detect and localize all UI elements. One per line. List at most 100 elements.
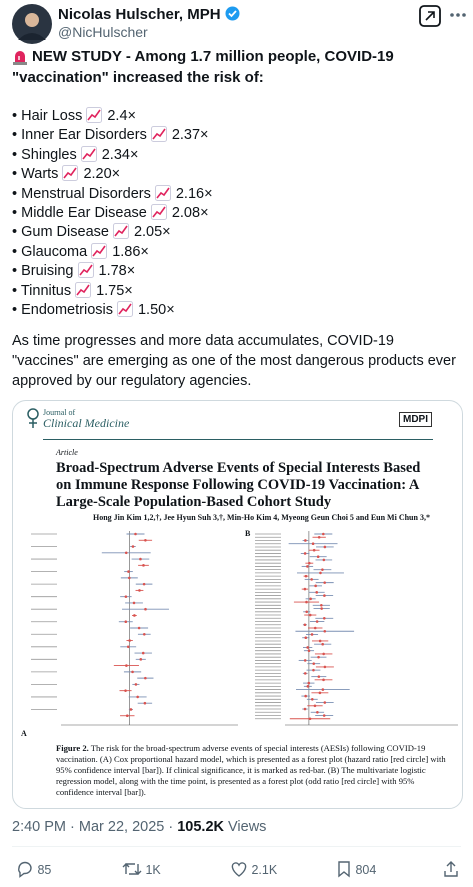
plot-point	[306, 646, 309, 649]
risk-label: Glaucoma	[21, 243, 88, 260]
plot-point	[309, 597, 312, 601]
risk-item: • Warts 2.20×	[12, 165, 121, 183]
plot-point	[143, 701, 147, 705]
plot-point	[308, 561, 311, 565]
risk-label: Tinnitus	[20, 282, 72, 299]
risk-item: • Bruising 1.78×	[12, 262, 136, 280]
reply-count: 85	[37, 863, 52, 877]
siren-emoji	[13, 51, 27, 65]
reply-button[interactable]: 85	[16, 860, 51, 878]
plot-point	[308, 613, 312, 617]
plot-point	[134, 532, 137, 536]
like-count: 2.1K	[251, 863, 278, 877]
share-button[interactable]	[442, 860, 460, 878]
plot-point	[144, 676, 147, 680]
chart-emoji	[91, 242, 108, 259]
tweet-paragraph: As time progresses and more data accumul…	[12, 333, 456, 389]
plot-point	[306, 565, 309, 568]
plot-point	[303, 659, 307, 662]
plot-point	[320, 604, 323, 607]
risk-label: Menstrual Disorders	[21, 185, 151, 202]
more-button[interactable]	[449, 12, 467, 18]
display-name[interactable]: Nicolas Hulscher, MPH	[58, 6, 240, 23]
like-button[interactable]: 2.1K	[230, 860, 277, 878]
risk-value: 1.86×	[112, 243, 149, 260]
plot-point	[125, 714, 129, 718]
grok-button[interactable]	[418, 4, 442, 28]
avatar[interactable]	[12, 4, 52, 44]
plot-point	[124, 689, 127, 692]
plot-point	[305, 600, 308, 604]
plot-point	[306, 685, 310, 688]
risk-item: • Endometriosis 1.50×	[12, 301, 175, 319]
plot-point	[304, 636, 308, 640]
repost-count: 1K	[145, 863, 161, 877]
plot-point	[142, 564, 145, 567]
plot-point	[131, 545, 135, 548]
risk-value: 2.4×	[107, 108, 136, 124]
plot-point	[142, 582, 146, 586]
plot-point	[303, 672, 307, 675]
bookmark-button[interactable]: 804	[336, 860, 376, 878]
plot-point	[320, 607, 323, 610]
risk-value: 1.75×	[96, 282, 133, 299]
plot-point	[322, 652, 325, 656]
repost-icon	[122, 863, 142, 875]
timestamp[interactable]: 2:40 PM · Mar 22, 2025 ·	[12, 819, 178, 835]
plot-point	[307, 681, 311, 685]
plot-point	[323, 594, 326, 597]
repost-button[interactable]: 1K	[122, 860, 161, 878]
plot-point	[142, 632, 146, 636]
plot-point	[303, 707, 307, 711]
forest-plots	[31, 531, 458, 726]
views-label: Views	[228, 819, 267, 835]
plot-point	[316, 555, 320, 558]
plot-point	[125, 664, 128, 667]
plot-point	[312, 668, 315, 672]
plot-point	[323, 545, 327, 549]
risk-value: 2.37×	[171, 127, 209, 144]
chart-emoji	[86, 107, 103, 123]
panel-a-label: A	[21, 729, 27, 738]
risk-value: 1.78×	[98, 263, 136, 280]
chart-emoji	[75, 281, 92, 298]
plot-point	[138, 589, 141, 592]
plot-point	[307, 649, 311, 652]
plot-point	[321, 688, 325, 691]
handle[interactable]: @NicHulscher	[58, 24, 148, 40]
plot-point	[304, 694, 307, 698]
divider	[12, 846, 461, 847]
journal-line1: Journal of	[43, 408, 76, 417]
chart-emoji	[116, 301, 133, 318]
risk-item: • Inner Ear Disorders 2.37×	[12, 126, 209, 144]
plot-point	[144, 607, 147, 611]
plot-point	[317, 655, 320, 659]
risk-label: Inner Ear Disorders	[21, 127, 147, 144]
caption-text: The risk for the broad-spectrum adverse …	[56, 743, 446, 797]
paper-authors: Hong Jin Kim 1,2,†, Jee Hyun Suh 3,†, Mi…	[93, 513, 430, 522]
plot-point	[310, 633, 314, 636]
risk-list: • Hair Loss 2.4× • Inner Ear Disorders 2.37…	[12, 107, 213, 320]
plot-point	[136, 695, 139, 699]
article-type: Article	[56, 448, 78, 457]
risk-item: • Shingles 2.34×	[12, 145, 139, 163]
chart-emoji	[150, 126, 167, 143]
plot-point	[315, 591, 319, 594]
plot-point	[144, 538, 147, 542]
plot-point	[134, 683, 138, 686]
risk-item: • Hair Loss 2.4×	[12, 107, 136, 124]
figure-caption: Figure 2. The risk for the broad-spectru…	[56, 743, 450, 798]
risk-value: 2.34×	[101, 146, 139, 163]
verified-badge	[225, 6, 240, 21]
panel-b-label: B	[245, 529, 251, 538]
plot-point	[124, 620, 128, 624]
journal-line2: Clinical Medicine	[43, 416, 130, 430]
risk-value: 2.08×	[171, 205, 209, 222]
plot-point	[319, 571, 322, 575]
media-image[interactable]: Journal of Clinical Medicine MDPI Articl…	[12, 400, 463, 809]
plot-point	[313, 704, 317, 708]
chart-emoji	[112, 223, 129, 240]
plot-point	[322, 616, 326, 620]
risk-label: Hair Loss	[21, 108, 83, 124]
